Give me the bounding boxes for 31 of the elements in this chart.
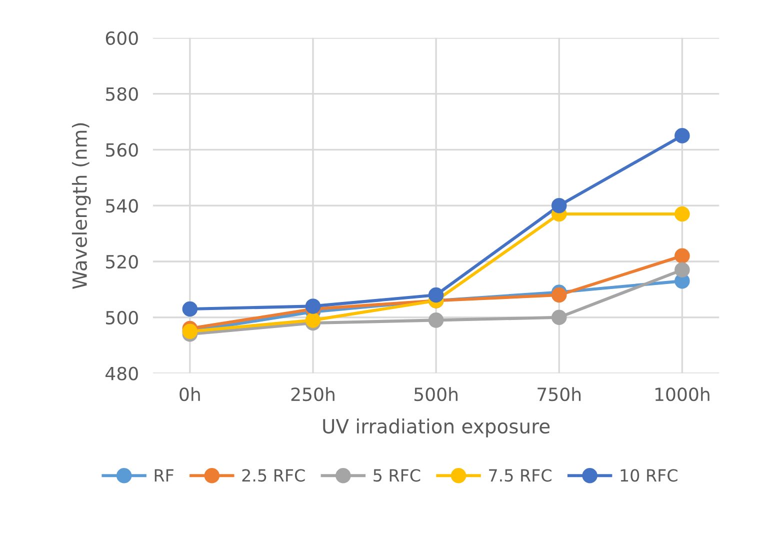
point xyxy=(428,287,444,303)
legend-label: RF xyxy=(154,469,174,482)
y-tick-label: 560 xyxy=(106,143,138,157)
point xyxy=(674,206,690,222)
x-tick-label: 0h xyxy=(180,387,200,402)
y-tick-label: 480 xyxy=(106,366,138,380)
point xyxy=(674,128,690,144)
legend-label: 2.5 RFC xyxy=(242,469,305,482)
x-tick-label: 1000h xyxy=(655,387,710,402)
legend-label: 5 RFC xyxy=(374,469,420,482)
point xyxy=(551,310,567,326)
point xyxy=(428,312,444,328)
x-tick-label: 250h xyxy=(291,387,334,402)
point xyxy=(674,248,690,264)
y-tick-label: 600 xyxy=(106,31,138,45)
y-axis-title: Wavelength (nm) xyxy=(72,123,91,289)
point xyxy=(182,301,198,317)
x-tick-label: 500h xyxy=(414,387,458,402)
y-tick-label: 540 xyxy=(106,199,138,213)
y-tick-label: 500 xyxy=(106,310,138,325)
y-tick-label: 520 xyxy=(106,254,138,269)
point xyxy=(551,287,567,303)
point xyxy=(305,298,321,314)
point xyxy=(674,262,690,278)
point xyxy=(551,198,567,214)
point xyxy=(305,312,321,328)
legend-label: 7.5 RFC xyxy=(489,469,552,482)
x-tick-label: 750h xyxy=(538,387,581,402)
x-axis-title: UV irradiation exposure xyxy=(323,418,550,438)
y-tick-label: 580 xyxy=(106,87,138,101)
legend-label: 10 RFC xyxy=(620,469,678,482)
